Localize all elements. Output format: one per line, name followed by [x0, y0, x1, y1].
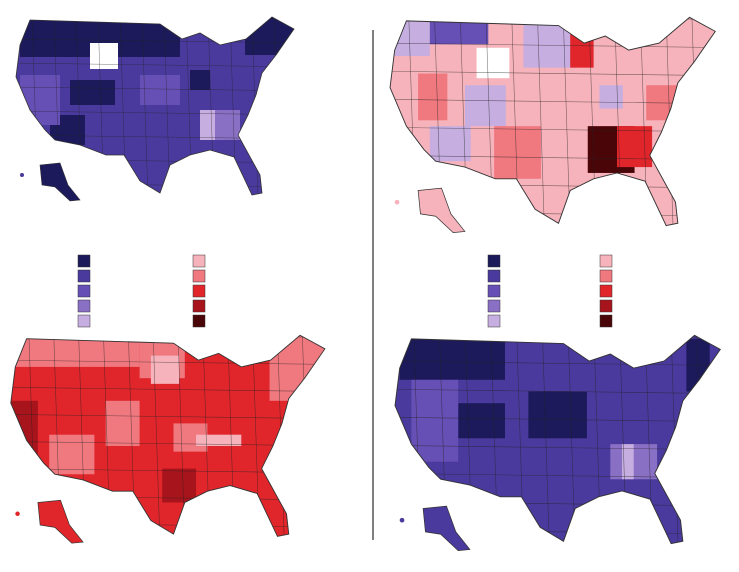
hawaii	[15, 511, 20, 517]
legend-swatch	[487, 299, 501, 313]
state-border	[10, 335, 12, 537]
state-region	[528, 391, 587, 439]
state-border	[718, 15, 725, 231]
state-border	[395, 335, 721, 338]
state-border	[10, 359, 325, 365]
legend-swatch	[77, 314, 91, 328]
alaska	[37, 499, 84, 544]
hawaii	[20, 173, 24, 177]
state-border	[10, 386, 325, 393]
state-border	[10, 335, 325, 338]
state-border	[16, 38, 294, 44]
legend-swatch	[599, 254, 613, 268]
state-region	[622, 444, 634, 480]
state-border	[537, 17, 545, 226]
country-outline	[15, 16, 295, 196]
state-border	[390, 70, 716, 77]
legend-swatch	[77, 284, 91, 298]
legend-swatch	[77, 299, 91, 313]
legend-swatch	[487, 254, 501, 268]
country-outline	[10, 334, 326, 537]
state-region	[458, 403, 505, 439]
state-border	[395, 335, 396, 544]
state-border	[152, 335, 161, 537]
state-region	[10, 400, 38, 480]
state-border	[390, 42, 716, 49]
legend-swatch	[599, 314, 613, 328]
legend-swatch	[77, 269, 91, 283]
hawaii	[399, 517, 405, 523]
state-region	[464, 85, 506, 127]
state-region	[617, 126, 653, 168]
us-map	[389, 15, 725, 233]
state-region	[90, 43, 118, 69]
us-map	[15, 15, 302, 202]
alaska	[39, 162, 81, 202]
alaska	[422, 505, 471, 551]
map-fill	[395, 333, 730, 549]
legend-swatch	[487, 314, 501, 328]
country-outline	[394, 334, 721, 545]
legend-swatch	[487, 284, 501, 298]
state-border	[395, 360, 721, 367]
state-region	[150, 355, 180, 384]
state-region	[399, 335, 505, 380]
state-region	[49, 434, 95, 475]
legend-swatch	[192, 299, 206, 313]
state-region	[140, 75, 180, 105]
state-region	[494, 126, 541, 179]
legend-swatch	[192, 269, 206, 283]
state-border	[141, 17, 149, 195]
state-region	[411, 379, 459, 462]
state-region	[162, 468, 197, 503]
state-region	[105, 400, 140, 446]
us-map	[394, 333, 730, 551]
hawaii	[394, 199, 400, 205]
state-region	[599, 85, 623, 109]
state-region	[196, 434, 242, 446]
state-border	[327, 333, 334, 542]
state-border	[296, 15, 302, 200]
state-border	[390, 17, 391, 226]
legend-swatch	[192, 314, 206, 328]
legend-swatch	[77, 254, 91, 268]
us-map	[10, 333, 334, 544]
state-region	[418, 73, 448, 121]
state-region	[523, 17, 577, 68]
legend-swatch	[599, 269, 613, 283]
country-outline	[389, 16, 716, 227]
legend-swatch	[192, 284, 206, 298]
state-region	[190, 70, 210, 90]
state-border	[542, 335, 550, 544]
state-border	[16, 17, 294, 20]
state-border	[723, 333, 730, 549]
legend-swatch	[487, 269, 501, 283]
state-border	[390, 17, 716, 20]
state-border	[395, 388, 721, 395]
legend-swatch	[599, 284, 613, 298]
state-border	[16, 62, 294, 68]
map-fill	[16, 15, 302, 200]
state-region	[476, 47, 510, 79]
state-region	[215, 110, 240, 140]
state-region	[70, 80, 115, 105]
state-region	[429, 17, 489, 45]
legend-swatch	[192, 254, 206, 268]
legend-swatch	[599, 299, 613, 313]
state-border	[16, 17, 17, 195]
alaska	[417, 187, 466, 233]
